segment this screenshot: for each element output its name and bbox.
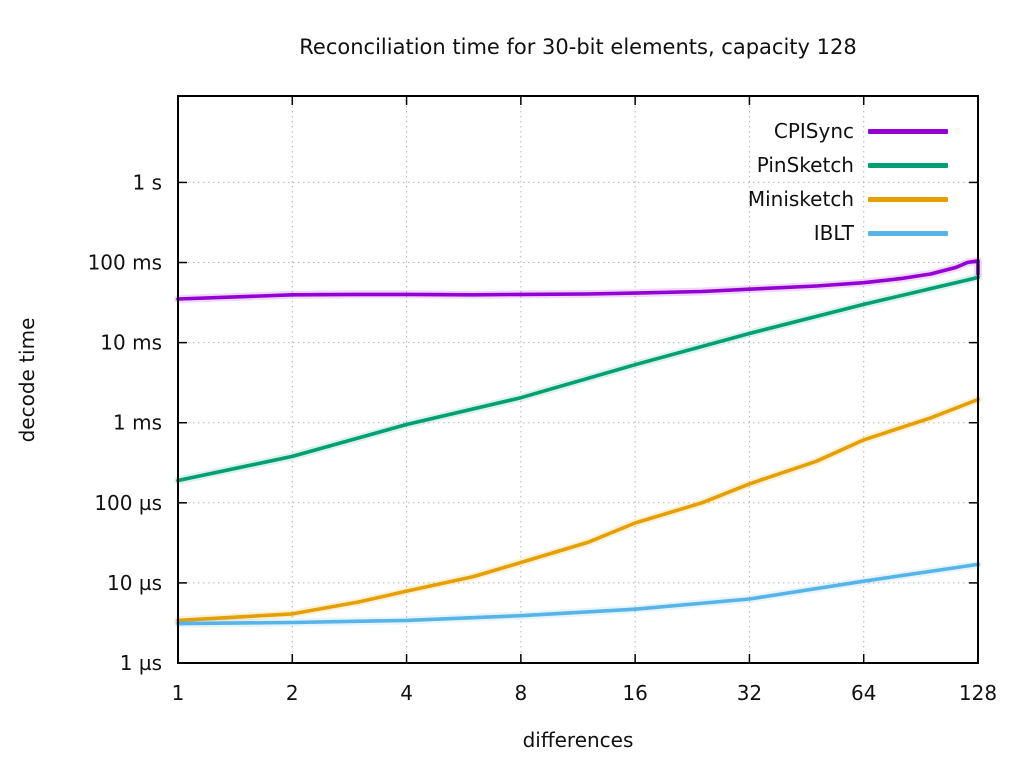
y-tick-label: 1 s: [132, 170, 162, 194]
y-tick-label: 1 µs: [120, 651, 162, 675]
y-tick-label: 10 µs: [107, 571, 162, 595]
legend-label: IBLT: [813, 221, 854, 245]
x-axis-title: differences: [522, 728, 634, 752]
x-tick-label: 1: [172, 681, 185, 705]
series-line-CPISync: [176, 258, 980, 301]
legend-item: CPISync: [748, 114, 948, 148]
series-halo-Minisketch: [174, 395, 982, 625]
series-line-PinSketch: [176, 275, 980, 483]
x-tick-label: 32: [737, 681, 762, 705]
series-line-Minisketch: [176, 397, 980, 623]
x-tick-label: 8: [514, 681, 527, 705]
legend-line-sample: [868, 230, 948, 236]
y-tick-label: 100 ms: [88, 251, 162, 275]
x-tick-label: 16: [622, 681, 647, 705]
series-halo-PinSketch: [174, 273, 982, 485]
legend-item: Minisketch: [748, 182, 948, 216]
y-tick-label: 100 µs: [94, 491, 162, 515]
x-tick-label: 64: [851, 681, 876, 705]
legend-line-sample: [868, 162, 948, 168]
chart-title: Reconciliation time for 30-bit elements,…: [299, 35, 857, 59]
x-tick-label: 4: [400, 681, 413, 705]
series-line-IBLT: [176, 562, 980, 626]
legend-line-sample: [868, 196, 948, 202]
y-tick-label: 10 ms: [100, 331, 162, 355]
legend-item: IBLT: [748, 216, 948, 250]
plot-border: [177, 95, 979, 664]
legend-label: PinSketch: [756, 153, 854, 177]
legend: CPISync PinSketch Minisketch IBLT: [748, 114, 948, 250]
x-tick-label: 128: [959, 681, 997, 705]
legend-label: Minisketch: [747, 187, 854, 211]
x-tick-label: 2: [286, 681, 299, 705]
y-tick-label: 1 ms: [113, 411, 162, 435]
legend-label: CPISync: [773, 119, 854, 143]
legend-item: PinSketch: [748, 148, 948, 182]
legend-line-sample: [868, 128, 948, 134]
